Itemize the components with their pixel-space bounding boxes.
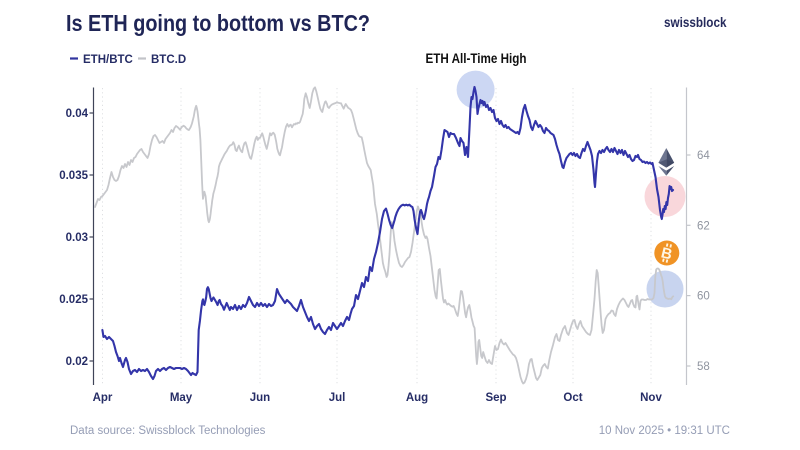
- svg-text:Oct: Oct: [563, 392, 582, 404]
- svg-text:Jun: Jun: [250, 392, 270, 404]
- svg-text:0.035: 0.035: [59, 170, 88, 182]
- svg-text:Is ETH going to bottom vs BTC?: Is ETH going to bottom vs BTC?: [66, 10, 370, 36]
- svg-text:62: 62: [697, 220, 710, 232]
- svg-text:swissblock: swissblock: [664, 15, 727, 30]
- svg-text:Nov: Nov: [640, 392, 662, 404]
- svg-text:Sep: Sep: [485, 392, 506, 404]
- svg-text:Jul: Jul: [329, 392, 346, 404]
- svg-text:ETH All-Time High: ETH All-Time High: [426, 51, 527, 66]
- svg-text:Data source: Swissblock Techno: Data source: Swissblock Technologies: [70, 425, 266, 437]
- svg-text:Apr: Apr: [93, 392, 113, 404]
- svg-text:64: 64: [697, 150, 710, 162]
- svg-text:0.03: 0.03: [66, 232, 88, 244]
- svg-text:60: 60: [697, 291, 710, 303]
- svg-text:0.04: 0.04: [66, 108, 89, 120]
- svg-text:10 Nov 2025 • 19:31 UTC: 10 Nov 2025 • 19:31 UTC: [599, 425, 730, 437]
- svg-text:ETH/BTC: ETH/BTC: [83, 54, 133, 66]
- svg-text:58: 58: [697, 361, 710, 373]
- svg-text:0.02: 0.02: [66, 356, 88, 368]
- svg-text:May: May: [170, 392, 193, 404]
- svg-text:Aug: Aug: [406, 392, 428, 404]
- svg-text:0.025: 0.025: [59, 294, 88, 306]
- svg-text:BTC.D: BTC.D: [151, 54, 186, 66]
